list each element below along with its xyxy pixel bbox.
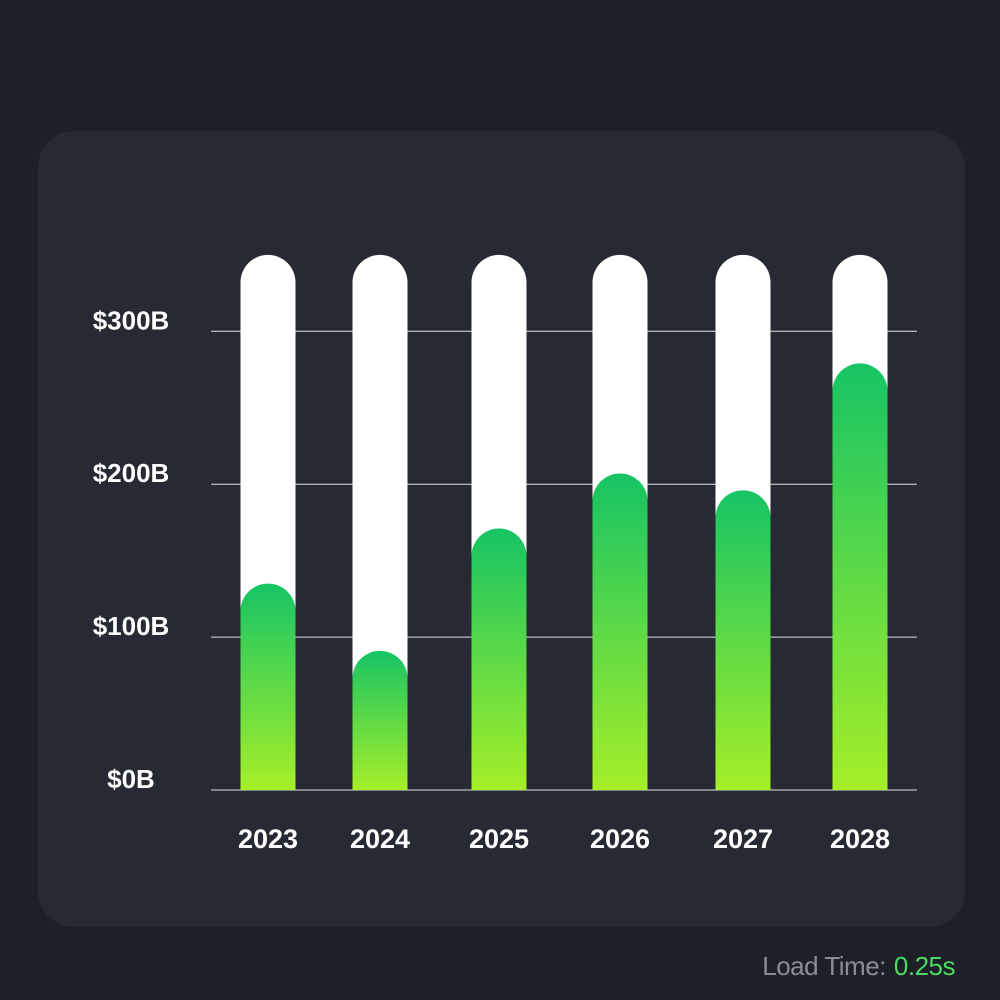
x-tick-label: 2023: [238, 824, 298, 854]
load-time-label: Load Time:: [762, 951, 886, 981]
y-tick-label: $100B: [93, 611, 170, 641]
y-tick-label: $200B: [93, 458, 170, 488]
bar-2024: [352, 650, 408, 790]
bar-2023: [240, 583, 296, 790]
x-tick-label: 2026: [590, 824, 650, 854]
x-axis: 2023 2024 2025 2026 2027 2028: [238, 824, 890, 854]
bars: [240, 254, 888, 791]
bar-2025: [471, 528, 527, 790]
bar-2026: [592, 473, 648, 790]
load-time: Load Time: 0.25s: [762, 951, 955, 982]
y-tick-label: $0B: [107, 764, 155, 794]
bar-2028: [832, 363, 888, 790]
y-tick-label: $300B: [93, 305, 170, 335]
x-tick-label: 2027: [713, 824, 773, 854]
x-tick-label: 2028: [830, 824, 890, 854]
x-tick-label: 2025: [469, 824, 529, 854]
bar-2027: [715, 490, 771, 790]
y-axis: $0B $100B $200B $300B: [93, 305, 170, 794]
load-time-value: 0.25s: [893, 951, 956, 981]
gridlines: [211, 330, 917, 791]
x-tick-label: 2024: [350, 824, 410, 854]
